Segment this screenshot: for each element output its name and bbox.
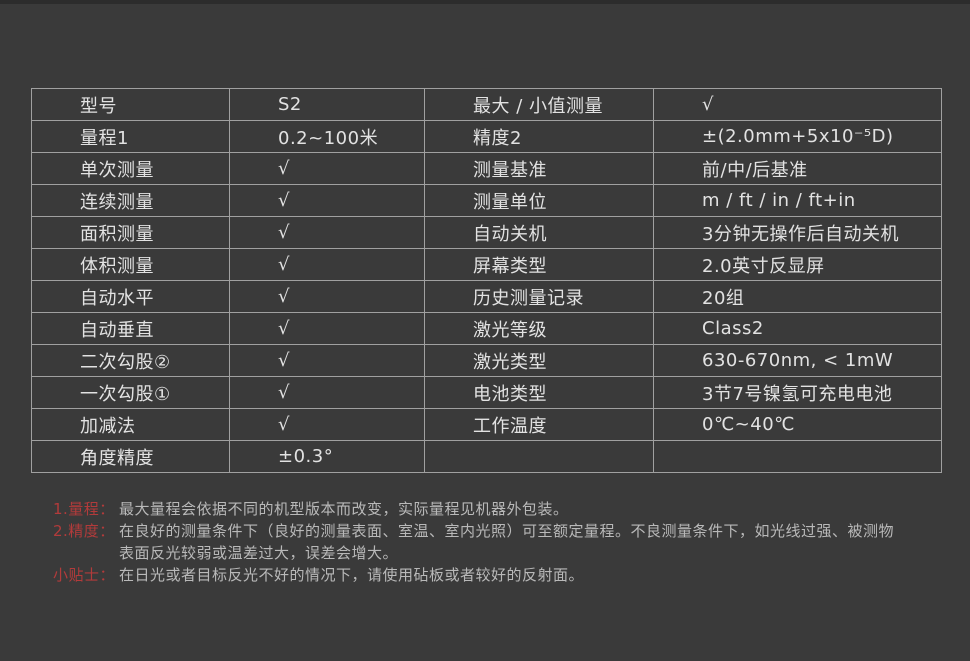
spec-value-cell: √ bbox=[230, 313, 425, 345]
spec-value-cell: 630-670nm, < 1mW bbox=[654, 345, 942, 377]
spec-label-cell: 量程1 bbox=[32, 121, 230, 153]
spec-label-cell: 自动水平 bbox=[32, 281, 230, 313]
spec-value-cell: 20组 bbox=[654, 281, 942, 313]
spec-value-cell: √ bbox=[230, 217, 425, 249]
footnote-label: 1.量程： bbox=[53, 500, 115, 518]
footnote-label: 小贴士： bbox=[53, 566, 116, 584]
spec-value-cell: m / ft / in / ft+in bbox=[654, 185, 942, 217]
spec-label-cell: 激光等级 bbox=[425, 313, 654, 345]
spec-value-cell: √ bbox=[230, 281, 425, 313]
spec-value-cell: √ bbox=[654, 89, 942, 121]
spec-label-cell: 角度精度 bbox=[32, 441, 230, 473]
footnote-item: 1.量程： 最大量程会依据不同的机型版本而改变，实际量程见机器外包装。 bbox=[53, 498, 933, 520]
spec-value-cell: √ bbox=[230, 345, 425, 377]
spec-label-cell: 二次勾股② bbox=[32, 345, 230, 377]
spec-value-cell: √ bbox=[230, 377, 425, 409]
spec-value-cell: √ bbox=[230, 409, 425, 441]
spec-label-cell: 激光类型 bbox=[425, 345, 654, 377]
spec-value-cell: 3节7号镍氢可充电电池 bbox=[654, 377, 942, 409]
spec-label-cell: 自动垂直 bbox=[32, 313, 230, 345]
spec-label-cell: 工作温度 bbox=[425, 409, 654, 441]
footnote-line: 最大量程会依据不同的机型版本而改变，实际量程见机器外包装。 bbox=[119, 500, 569, 518]
spec-value-cell: 0℃~40℃ bbox=[654, 409, 942, 441]
spec-label-cell: 电池类型 bbox=[425, 377, 654, 409]
spec-label-cell: 测量单位 bbox=[425, 185, 654, 217]
spec-label-cell bbox=[425, 441, 654, 473]
spec-label-cell: 一次勾股① bbox=[32, 377, 230, 409]
spec-label-cell: 自动关机 bbox=[425, 217, 654, 249]
spec-value-cell bbox=[654, 441, 942, 473]
spec-label-cell: 精度2 bbox=[425, 121, 654, 153]
spec-value-cell: 0.2~100米 bbox=[230, 121, 425, 153]
footnote-item: 2.精度： 在良好的测量条件下（良好的测量表面、室温、室内光照）可至额定量程。不… bbox=[53, 520, 933, 564]
footnote-text: 在良好的测量条件下（良好的测量表面、室温、室内光照）可至额定量程。不良测量条件下… bbox=[119, 520, 933, 564]
spec-value-cell: 前/中/后基准 bbox=[654, 153, 942, 185]
spec-value-cell: √ bbox=[230, 153, 425, 185]
spec-value-cell: 2.0英寸反显屏 bbox=[654, 249, 942, 281]
footnote-text: 最大量程会依据不同的机型版本而改变，实际量程见机器外包装。 bbox=[119, 498, 933, 520]
spec-value-cell: √ bbox=[230, 185, 425, 217]
footnote-text: 在日光或者目标反光不好的情况下，请使用砧板或者较好的反射面。 bbox=[119, 564, 933, 586]
footnotes: 1.量程： 最大量程会依据不同的机型版本而改变，实际量程见机器外包装。 2.精度… bbox=[53, 498, 933, 586]
spec-label-cell: 最大 / 小值测量 bbox=[425, 89, 654, 121]
spec-value-cell: Class2 bbox=[654, 313, 942, 345]
spec-value-cell: 3分钟无操作后自动关机 bbox=[654, 217, 942, 249]
spec-label-cell: 型号 bbox=[32, 89, 230, 121]
footnote-label: 2.精度： bbox=[53, 522, 115, 540]
spec-label-cell: 历史测量记录 bbox=[425, 281, 654, 313]
spec-label-cell: 屏幕类型 bbox=[425, 249, 654, 281]
footnote-item: 小贴士： 在日光或者目标反光不好的情况下，请使用砧板或者较好的反射面。 bbox=[53, 564, 933, 586]
spec-label-cell: 面积测量 bbox=[32, 217, 230, 249]
spec-value-cell: ±(2.0mm+5x10⁻⁵D) bbox=[654, 121, 942, 153]
spec-table: 型号 S2 最大 / 小值测量 √ 量程1 0.2~100米 精度2 ±(2.0… bbox=[31, 88, 942, 473]
spec-value-cell: ±0.3° bbox=[230, 441, 425, 473]
footnote-line: 表面反光较弱或温差过大，误差会增大。 bbox=[119, 544, 399, 562]
spec-value-cell: S2 bbox=[230, 89, 425, 121]
footnote-line: 在日光或者目标反光不好的情况下，请使用砧板或者较好的反射面。 bbox=[119, 566, 585, 584]
spec-label-cell: 单次测量 bbox=[32, 153, 230, 185]
top-edge-strip bbox=[0, 0, 970, 4]
spec-label-cell: 测量基准 bbox=[425, 153, 654, 185]
spec-label-cell: 加减法 bbox=[32, 409, 230, 441]
spec-label-cell: 体积测量 bbox=[32, 249, 230, 281]
spec-label-cell: 连续测量 bbox=[32, 185, 230, 217]
spec-value-cell: √ bbox=[230, 249, 425, 281]
footnote-line: 在良好的测量条件下（良好的测量表面、室温、室内光照）可至额定量程。不良测量条件下… bbox=[119, 522, 895, 540]
